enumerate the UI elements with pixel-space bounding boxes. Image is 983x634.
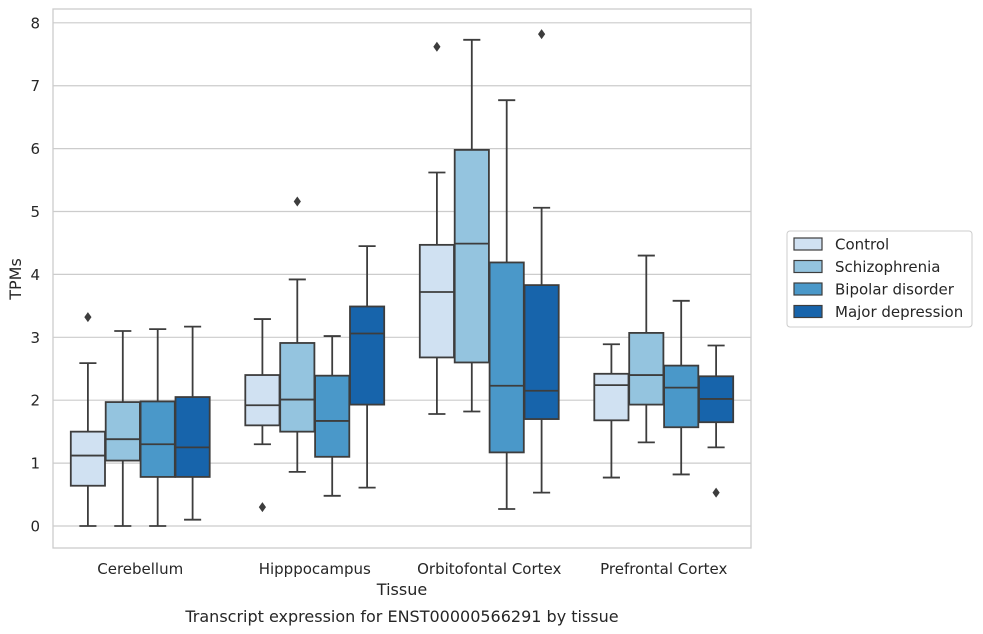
box-2-0 [418, 41, 455, 415]
legend: Control Schizophrenia Bipolar disorder Majo… [786, 230, 973, 328]
box-iqr [418, 243, 455, 359]
legend-label: Control [835, 236, 889, 254]
box-1-0 [244, 318, 281, 513]
box-groups [69, 29, 735, 527]
chart-caption: Transcript expression for ENST0000056629… [184, 607, 618, 626]
plot-frame [52, 8, 752, 549]
box-3-1 [628, 254, 665, 444]
box-0-1 [104, 330, 141, 527]
legend-label: Bipolar disorder [835, 281, 955, 299]
box-iqr [279, 342, 316, 433]
y-tick-label: 7 [30, 77, 40, 95]
y-tick-label: 0 [30, 517, 40, 535]
box-3-2 [663, 299, 700, 476]
x-tick-label: Hipppocampus [259, 560, 371, 578]
box-1-3 [349, 245, 386, 489]
legend-swatch [793, 259, 823, 274]
y-tick-label: 6 [30, 140, 40, 158]
y-tick-label: 3 [30, 329, 40, 347]
box-iqr [69, 430, 106, 487]
box-2-2 [488, 99, 525, 510]
legend-frame [786, 230, 973, 328]
box-iqr [663, 364, 700, 429]
x-tick-label: Cerebellum [97, 560, 183, 578]
outlier-point [258, 502, 266, 513]
box-0-0 [69, 312, 106, 527]
box-iqr [349, 305, 386, 406]
outlier-point [84, 312, 92, 323]
legend-swatch [793, 304, 823, 319]
box-0-3 [174, 325, 211, 521]
x-axis-title: Tissue [376, 580, 427, 599]
y-tick-label: 8 [30, 14, 40, 32]
box-3-0 [593, 343, 630, 479]
box-2-1 [453, 38, 490, 413]
outlier-point [538, 29, 546, 40]
y-tick-label: 1 [30, 455, 40, 473]
y-tick-label: 2 [30, 392, 40, 410]
outlier-point [712, 487, 720, 498]
y-tick-label: 4 [30, 266, 40, 284]
box-1-1 [279, 196, 316, 473]
box-iqr [314, 374, 351, 458]
legend-swatch [793, 282, 823, 296]
box-iqr [244, 374, 281, 427]
outlier-point [433, 41, 441, 52]
box-2-3 [523, 29, 560, 494]
box-3-3 [698, 344, 735, 498]
legend-label: Schizophrenia [835, 258, 940, 276]
box-0-2 [139, 328, 176, 527]
y-tick-label: 5 [30, 203, 40, 221]
y-axis-title: TPMs [6, 258, 25, 301]
x-tick-label: Prefrontal Cortex [600, 560, 727, 578]
legend-swatch [793, 237, 823, 251]
box-iqr [523, 284, 560, 420]
y-tick-labels: 0 1 2 3 4 5 6 7 8 [30, 14, 40, 535]
outlier-point [293, 196, 301, 207]
box-iqr [139, 400, 176, 478]
box-iqr [453, 148, 490, 364]
box-iqr [488, 261, 525, 454]
legend-label: Major depression [835, 303, 963, 321]
x-tick-label: Orbitofontal Cortex [417, 560, 561, 578]
box-1-2 [314, 335, 351, 497]
box-iqr [628, 332, 665, 406]
box-iqr [593, 372, 630, 422]
box-iqr [104, 401, 141, 462]
box-iqr [174, 396, 211, 478]
x-tick-labels: Cerebellum Hipppocampus Orbitofontal Corte… [97, 560, 727, 578]
